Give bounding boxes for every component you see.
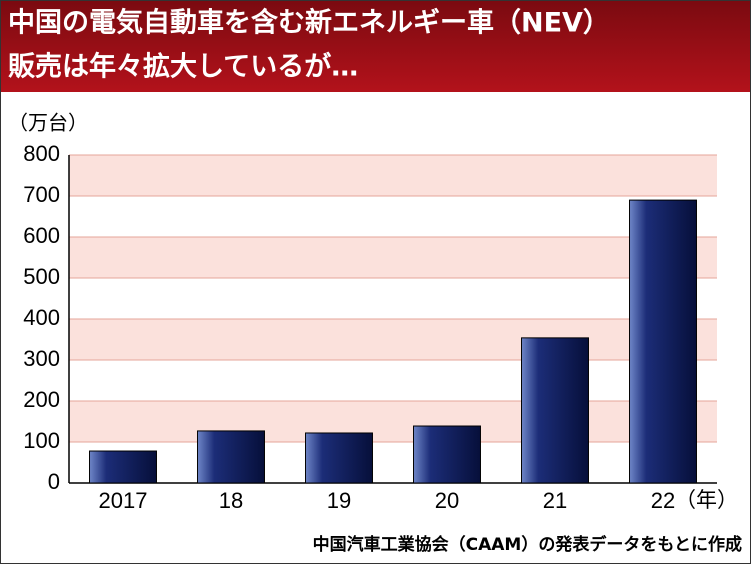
y-tick-label: 300 bbox=[23, 346, 60, 371]
bar bbox=[413, 425, 481, 484]
y-tick-label: 700 bbox=[23, 182, 60, 207]
y-axis-label: （万台） bbox=[8, 111, 88, 135]
x-axis-label: （年） bbox=[675, 488, 738, 512]
source-note: 中国汽車工業協会（CAAM）の発表データをもとに作成 bbox=[313, 534, 742, 555]
y-tick-label: 500 bbox=[23, 264, 60, 289]
y-tick-label: 100 bbox=[23, 428, 60, 453]
x-tick-label: 19 bbox=[327, 488, 351, 513]
y-tick-label: 0 bbox=[48, 469, 60, 494]
grid-band bbox=[69, 319, 717, 360]
x-tick-label: 20 bbox=[435, 488, 459, 513]
grid-band bbox=[69, 155, 717, 196]
y-tick-label: 600 bbox=[23, 223, 60, 248]
x-tick-label: 21 bbox=[543, 488, 567, 513]
x-tick-label: 2017 bbox=[99, 488, 148, 513]
bar bbox=[89, 450, 157, 484]
chart-title: 販売は年々拡大しているが… bbox=[8, 51, 358, 83]
chart-title: 中国の電気自動車を含む新エネルギー車（NEV） bbox=[8, 7, 610, 39]
y-tick-label: 800 bbox=[23, 141, 60, 166]
grid-band bbox=[69, 401, 717, 442]
x-tick-label: 22 bbox=[651, 488, 675, 513]
bar bbox=[521, 337, 589, 484]
header-band bbox=[0, 0, 751, 92]
bar bbox=[197, 430, 265, 484]
bar bbox=[629, 199, 697, 484]
bar bbox=[305, 432, 373, 484]
grid-band bbox=[69, 237, 717, 278]
x-tick-label: 18 bbox=[219, 488, 243, 513]
y-tick-label: 200 bbox=[23, 387, 60, 412]
y-tick-label: 400 bbox=[23, 305, 60, 330]
